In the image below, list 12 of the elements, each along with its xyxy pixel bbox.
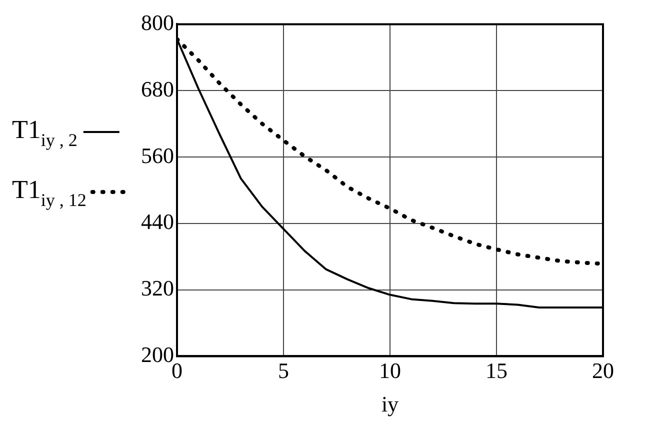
- y-tick-label: 560: [141, 142, 174, 168]
- y-tick-label: 320: [141, 276, 174, 301]
- x-tick-label: 5: [278, 358, 289, 384]
- x-tick-label: 10: [379, 358, 401, 384]
- x-tick-label: 15: [486, 358, 508, 384]
- y-tick-label: 200: [141, 342, 174, 367]
- y-tick-label: 440: [141, 209, 174, 234]
- x-axis-title: iy: [381, 392, 399, 417]
- y-tick-label: 800: [141, 10, 174, 35]
- x-tick-label: 0: [172, 358, 182, 384]
- y-tick-label: 680: [141, 76, 174, 102]
- x-tick-label: 20: [592, 358, 614, 384]
